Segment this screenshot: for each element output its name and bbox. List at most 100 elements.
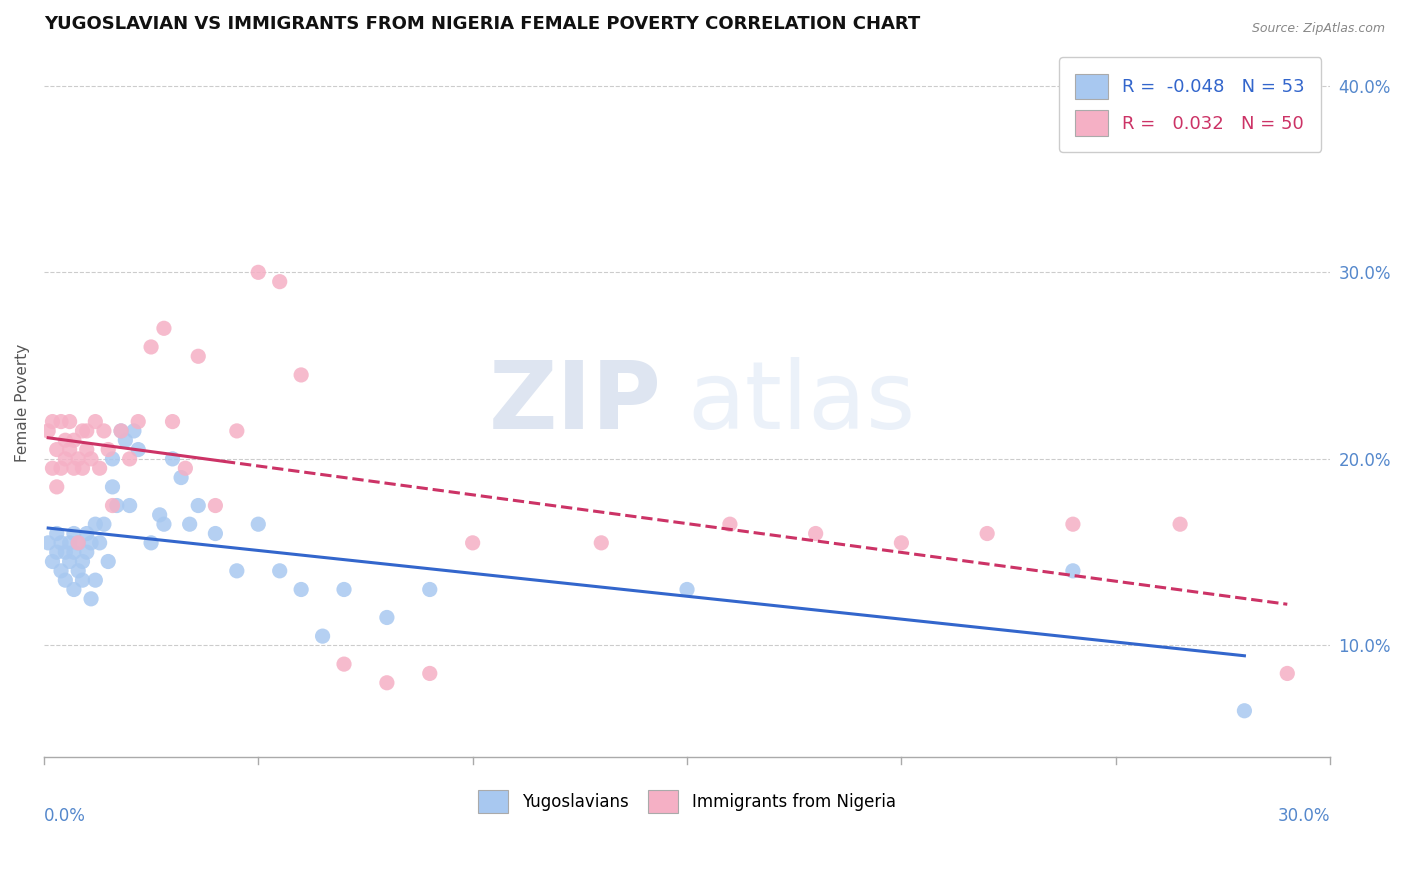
Point [80,536,103,550]
Point [63,434,86,448]
Point [67,536,90,550]
Point [162,415,184,429]
Point [41,554,63,568]
Point [53,573,76,587]
Text: atlas: atlas [688,357,915,449]
Point [67,564,90,578]
Point [153,321,176,335]
Point [97,554,120,568]
Point [153,517,176,532]
Point [269,564,291,578]
Point [101,480,124,494]
Legend: Yugoslavians, Immigrants from Nigeria: Yugoslavians, Immigrants from Nigeria [471,783,903,820]
Point [419,666,441,681]
Point [41,461,63,475]
Point [59,536,82,550]
Point [139,536,162,550]
Point [63,461,86,475]
Point [45,526,67,541]
Point [72,554,94,568]
Text: 30.0%: 30.0% [1278,807,1330,825]
Text: 0.0%: 0.0% [44,807,86,825]
Point [89,536,111,550]
Point [1233,704,1256,718]
Point [290,582,312,597]
Point [93,517,115,532]
Point [72,573,94,587]
Point [122,424,145,438]
Point [93,424,115,438]
Point [149,508,172,522]
Point [718,517,741,532]
Point [45,545,67,559]
Point [225,564,247,578]
Point [333,657,356,672]
Point [127,442,149,457]
Point [63,526,86,541]
Point [63,582,86,597]
Point [174,461,197,475]
Point [84,517,107,532]
Point [76,424,98,438]
Text: Source: ZipAtlas.com: Source: ZipAtlas.com [1251,22,1385,36]
Point [80,451,103,466]
Point [110,424,132,438]
Point [187,349,209,363]
Point [247,265,270,279]
Text: ZIP: ZIP [488,357,661,449]
Point [76,526,98,541]
Point [118,499,141,513]
Point [179,517,201,532]
Point [1062,564,1084,578]
Point [375,675,398,690]
Point [890,536,912,550]
Point [97,442,120,457]
Point [676,582,699,597]
Point [1168,517,1191,532]
Point [976,526,998,541]
Point [84,415,107,429]
Point [247,517,270,532]
Point [118,451,141,466]
Point [114,434,136,448]
Point [204,499,226,513]
Point [41,415,63,429]
Point [127,415,149,429]
Point [63,545,86,559]
Point [45,480,67,494]
Point [461,536,484,550]
Point [67,536,90,550]
Point [375,610,398,624]
Point [204,526,226,541]
Point [49,415,72,429]
Point [110,424,132,438]
Point [59,554,82,568]
Point [170,470,193,484]
Point [225,424,247,438]
Point [67,451,90,466]
Point [84,573,107,587]
Point [804,526,827,541]
Point [37,424,59,438]
Point [49,461,72,475]
Point [37,536,59,550]
Y-axis label: Female Poverty: Female Poverty [15,343,30,462]
Point [290,368,312,382]
Point [101,451,124,466]
Point [45,442,67,457]
Point [1277,666,1299,681]
Point [105,499,128,513]
Point [269,275,291,289]
Point [53,545,76,559]
Point [311,629,333,643]
Point [53,451,76,466]
Point [72,424,94,438]
Point [333,582,356,597]
Point [1062,517,1084,532]
Point [59,442,82,457]
Point [76,545,98,559]
Point [59,415,82,429]
Point [101,499,124,513]
Point [49,536,72,550]
Point [89,461,111,475]
